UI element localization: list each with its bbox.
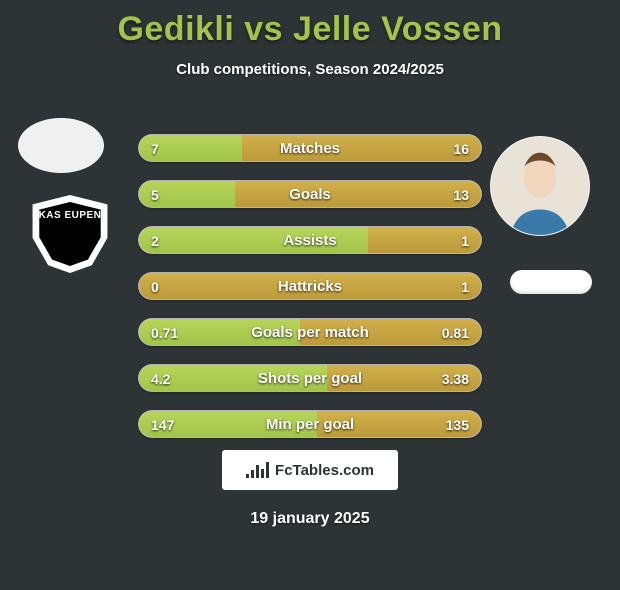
date: 19 january 2025 xyxy=(0,510,620,528)
club-right-logo xyxy=(510,270,592,294)
club-left-name: KAS EUPEN xyxy=(38,202,102,266)
page-title: Gedikli vs Jelle Vossen xyxy=(0,10,620,49)
bar-left-value: 2 xyxy=(139,227,171,253)
bar-left-value: 4.2 xyxy=(139,365,182,391)
player-right-silhouette-icon xyxy=(491,137,589,235)
bar-left-fill xyxy=(139,227,368,253)
bar-right-value: 3.38 xyxy=(430,365,481,391)
bar-right-value: 13 xyxy=(441,181,481,207)
bar-left-value: 147 xyxy=(139,411,186,437)
bar-right-value: 0.81 xyxy=(430,319,481,345)
bar-left-value: 0.71 xyxy=(139,319,190,345)
bar-left-value: 0 xyxy=(139,273,171,299)
bar-row: 4.23.38Shots per goal xyxy=(138,364,482,392)
bar-right-fill xyxy=(139,273,481,299)
comparison-bars: 716Matches513Goals21Assists01Hattricks0.… xyxy=(138,134,482,456)
bar-left-value: 5 xyxy=(139,181,171,207)
bar-row: 0.710.81Goals per match xyxy=(138,318,482,346)
brand-bars-icon xyxy=(246,462,269,478)
bar-right-value: 1 xyxy=(449,227,481,253)
subtitle: Club competitions, Season 2024/2025 xyxy=(0,61,620,78)
bar-right-value: 16 xyxy=(441,135,481,161)
bar-row: 01Hattricks xyxy=(138,272,482,300)
bar-row: 716Matches xyxy=(138,134,482,162)
bar-row: 21Assists xyxy=(138,226,482,254)
player-right-photo xyxy=(490,136,590,236)
player-left-photo xyxy=(18,118,104,173)
bar-row: 147135Min per goal xyxy=(138,410,482,438)
bar-row: 513Goals xyxy=(138,180,482,208)
bar-right-value: 1 xyxy=(449,273,481,299)
bar-left-value: 7 xyxy=(139,135,171,161)
brand-text: FcTables.com xyxy=(275,462,374,479)
bar-right-value: 135 xyxy=(434,411,481,437)
club-left-logo: KAS EUPEN xyxy=(20,184,120,284)
brand-badge[interactable]: FcTables.com xyxy=(222,450,398,490)
